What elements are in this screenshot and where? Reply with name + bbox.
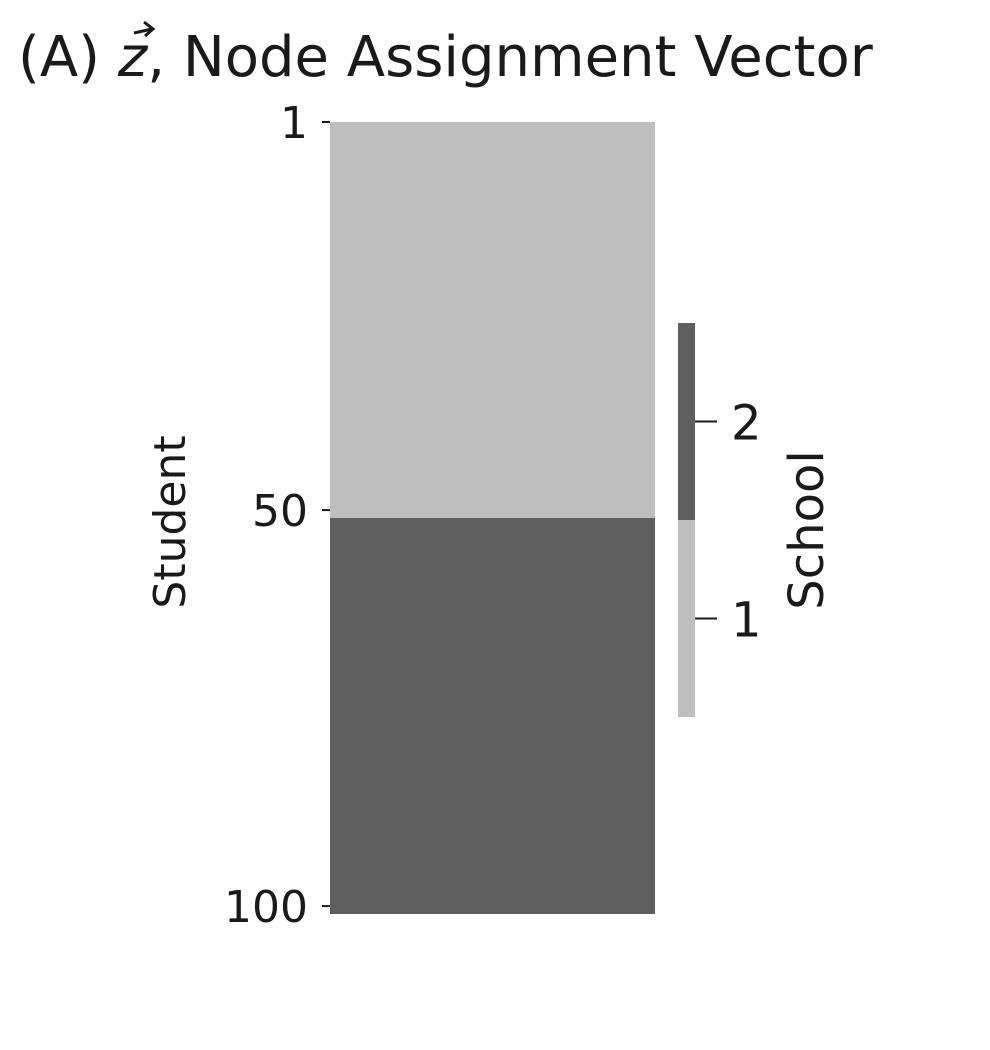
heatmap-cell-school-2	[330, 518, 655, 914]
colorbar-segment-2	[678, 323, 695, 520]
colorbar-label: School	[779, 450, 835, 609]
colorbar-segment-1	[678, 520, 695, 717]
y-tick-label: 1	[280, 98, 308, 149]
colorbar-tick-label: 2	[731, 396, 762, 452]
heatmap-cells	[330, 122, 655, 914]
y-axis-label: Student	[145, 435, 196, 608]
chart-title-prefix: (A)	[18, 25, 118, 90]
y-tick-label: 100	[224, 882, 308, 933]
vector-arrow-icon	[133, 20, 156, 38]
y-axis: 1 50 100	[224, 98, 330, 933]
heatmap-cell-school-1	[330, 122, 655, 518]
colorbar-tick-label: 1	[731, 593, 762, 649]
chart-title-symbol: z	[117, 25, 149, 90]
colorbar: 12	[678, 323, 762, 717]
y-tick-label: 50	[252, 486, 308, 537]
chart-title-suffix: , Node Assignment Vector	[147, 25, 873, 90]
chart-title: (A) z, Node Assignment Vector	[18, 25, 874, 90]
